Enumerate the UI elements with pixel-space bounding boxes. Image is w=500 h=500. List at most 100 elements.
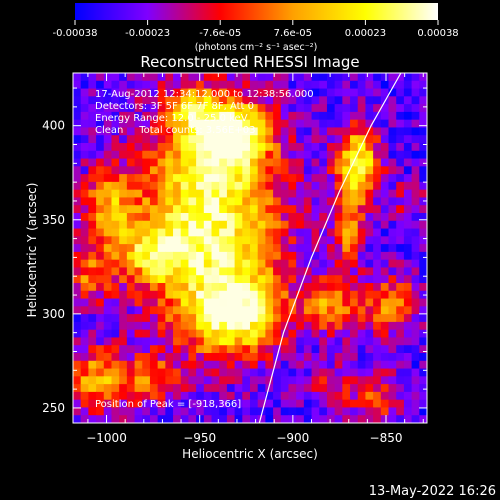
heatmap-cell — [73, 228, 82, 237]
heatmap-cell — [365, 158, 374, 167]
heatmap-cell — [80, 306, 89, 315]
heatmap-cell — [419, 158, 427, 167]
heatmap-cell — [273, 236, 282, 245]
heatmap-cell — [234, 166, 243, 175]
heatmap-cell — [180, 220, 190, 230]
heatmap-cell — [242, 251, 251, 261]
heatmap-cell — [296, 73, 305, 82]
heatmap-cell — [96, 314, 105, 323]
heatmap-cell — [103, 376, 113, 385]
heatmap-cell — [288, 399, 297, 409]
heatmap-cell — [403, 321, 413, 331]
heatmap-cell — [250, 166, 259, 175]
heatmap-cell — [96, 143, 105, 152]
heatmap-cell — [280, 104, 290, 113]
heatmap-cell — [88, 244, 97, 253]
heatmap-cell — [419, 127, 427, 136]
heatmap-cell — [134, 306, 143, 315]
heatmap-cell — [311, 298, 320, 307]
heatmap-cell — [257, 306, 266, 315]
heatmap-cell — [403, 283, 413, 292]
heatmap-cell — [80, 399, 89, 409]
heatmap-cell — [265, 189, 274, 199]
heatmap-cell — [165, 384, 174, 393]
heatmap-cell — [234, 236, 243, 245]
heatmap-cell — [280, 267, 290, 276]
heatmap-cell — [73, 220, 82, 230]
heatmap-cell — [311, 228, 320, 237]
heatmap-cell — [365, 345, 374, 354]
heatmap-cell — [350, 251, 359, 261]
heatmap-cell — [111, 166, 120, 175]
heatmap-cell — [196, 80, 205, 90]
heatmap-cell — [250, 96, 259, 105]
heatmap-cell — [296, 244, 305, 253]
heatmap-cell — [226, 251, 236, 261]
heatmap-cell — [342, 275, 351, 284]
heatmap-cell — [165, 360, 174, 370]
heatmap-cell — [149, 220, 159, 230]
heatmap-cell — [73, 306, 82, 315]
heatmap-cell — [288, 189, 297, 199]
heatmap-cell — [357, 368, 367, 377]
heatmap-cell — [188, 407, 197, 416]
heatmap-cell — [250, 306, 259, 315]
heatmap-cell — [326, 275, 336, 284]
heatmap-cell — [134, 150, 143, 160]
heatmap-cell — [250, 314, 259, 323]
heatmap-cell — [242, 360, 251, 370]
heatmap-cell — [303, 80, 313, 90]
heatmap-cell — [126, 384, 136, 393]
heatmap-cell — [88, 80, 97, 90]
heatmap-cell — [311, 415, 320, 423]
heatmap-cell — [173, 368, 182, 377]
heatmap-cell — [419, 181, 427, 191]
heatmap-cell — [257, 228, 266, 237]
heatmap-cell — [234, 213, 243, 222]
heatmap-cell — [211, 259, 220, 269]
heatmap-cell — [303, 384, 313, 393]
heatmap-cell — [88, 127, 97, 136]
heatmap-cell — [88, 158, 97, 167]
heatmap-cell — [203, 228, 213, 237]
heatmap-cell — [73, 376, 82, 385]
heatmap-cell — [157, 150, 166, 160]
heatmap-cell — [280, 251, 290, 261]
heatmap-cell — [403, 391, 413, 401]
annotation-detectors: Detectors: 3F 5F 6F 7F 8F, Att 0 — [95, 101, 254, 112]
heatmap-cell — [142, 80, 151, 90]
heatmap-cell — [296, 267, 305, 276]
heatmap-cell — [273, 368, 282, 377]
heatmap-cell — [388, 205, 397, 214]
heatmap-cell — [273, 150, 282, 160]
heatmap-cell — [219, 104, 228, 113]
heatmap-cell — [373, 174, 382, 183]
heatmap-cell — [196, 353, 205, 362]
heatmap-cell — [80, 150, 89, 160]
heatmap-cell — [149, 321, 159, 331]
heatmap-cell — [126, 150, 136, 160]
heatmap-cell — [342, 376, 351, 385]
heatmap-cell — [396, 391, 405, 401]
heatmap-cell — [173, 321, 182, 331]
heatmap-cell — [311, 290, 320, 300]
heatmap-cell — [196, 415, 205, 423]
heatmap-cell — [380, 337, 390, 346]
heatmap-cell — [211, 244, 220, 253]
heatmap-cell — [265, 290, 274, 300]
heatmap-cell — [296, 306, 305, 315]
heatmap-cell — [211, 290, 220, 300]
heatmap-cell — [173, 259, 182, 269]
heatmap-cell — [350, 88, 359, 97]
heatmap-cell — [319, 96, 328, 105]
heatmap-cell — [250, 251, 259, 261]
heatmap-cell — [365, 150, 374, 160]
heatmap-cell — [111, 391, 120, 401]
y-tick-label: 350 — [42, 213, 65, 227]
heatmap-cell — [134, 127, 143, 136]
heatmap-cell — [396, 321, 405, 331]
heatmap-cell — [165, 314, 174, 323]
heatmap-cell — [350, 104, 359, 113]
heatmap-cell — [173, 150, 182, 160]
heatmap-cell — [319, 143, 328, 152]
